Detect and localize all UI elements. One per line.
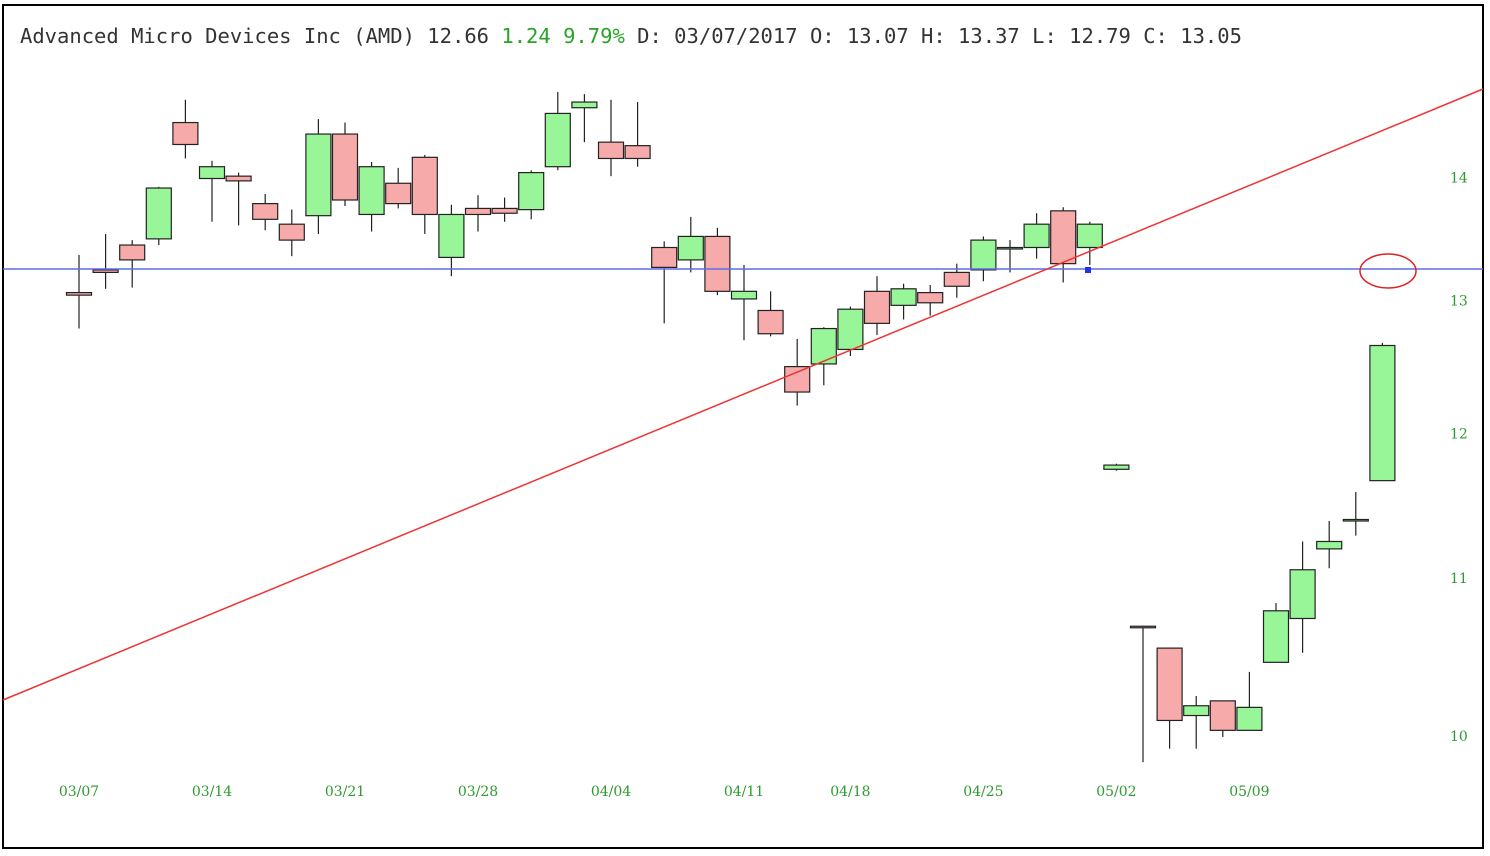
candle-body	[1129, 625, 1157, 629]
candle-body	[252, 202, 279, 220]
x-tick-label: 04/11	[724, 784, 764, 800]
candle-body	[1236, 706, 1263, 731]
x-tick-label: 03/28	[458, 784, 498, 800]
candle-body	[544, 112, 571, 168]
y-tick-label: 12	[1450, 426, 1468, 442]
header: Advanced Micro Devices Inc (AMD) 12.66 1…	[20, 24, 1242, 48]
candle-body	[1209, 700, 1236, 731]
change-pct: 9.79%	[563, 24, 625, 48]
candle-body	[1316, 540, 1343, 550]
x-tick-label: 03/14	[192, 784, 232, 800]
candle-body	[1050, 210, 1077, 265]
close: C: 13.05	[1143, 24, 1242, 48]
candle-body	[1183, 705, 1210, 717]
anchor-point	[1085, 267, 1091, 273]
candle-body	[1369, 344, 1396, 482]
candle-body	[943, 271, 970, 287]
candle-body	[1342, 518, 1369, 522]
candle-body	[1076, 223, 1103, 249]
candle-body	[331, 133, 359, 201]
candle-body	[358, 166, 385, 216]
candle-body	[810, 327, 837, 365]
candle-body	[65, 292, 93, 296]
candle-body	[704, 235, 731, 292]
candle-body	[92, 269, 119, 274]
candle-body	[411, 156, 438, 216]
y-tick-label: 14	[1450, 171, 1468, 187]
x-tick-label: 03/21	[325, 784, 365, 800]
candle-body	[1262, 610, 1290, 663]
candle-body	[1156, 647, 1183, 722]
date: D: 03/07/2017	[637, 24, 798, 48]
candle-body	[837, 308, 864, 351]
candle-body	[677, 235, 704, 261]
candle-body	[491, 207, 518, 214]
candle-body	[651, 246, 678, 268]
candle-body	[996, 246, 1024, 250]
candle-body	[571, 101, 598, 109]
candle-body	[917, 292, 944, 304]
x-tick-label: 05/09	[1229, 784, 1269, 800]
x-tick-label: 03/07	[59, 784, 99, 800]
candle-body	[305, 133, 332, 217]
candle-body	[119, 244, 146, 261]
candle-body	[730, 290, 758, 300]
candle-body	[278, 223, 305, 241]
candle-body	[518, 171, 545, 211]
candle-body	[890, 288, 917, 306]
x-tick-label: 04/18	[830, 784, 870, 800]
x-tick-label: 05/02	[1096, 784, 1136, 800]
y-tick-label: 13	[1450, 294, 1468, 310]
change: 1.24	[501, 24, 551, 48]
y-tick-label: 10	[1450, 729, 1468, 745]
candle-body	[145, 187, 172, 240]
annotation-circle	[1359, 253, 1417, 289]
candle-body	[225, 175, 252, 182]
candle-body	[597, 141, 625, 160]
x-tick-label: 04/25	[963, 784, 1003, 800]
candle-body	[784, 366, 811, 393]
candle-body	[1023, 223, 1050, 249]
candle-body	[464, 207, 492, 216]
last: 12.66	[427, 24, 490, 48]
open: O: 13.07	[809, 24, 909, 48]
candle-body	[438, 213, 465, 259]
candle-body	[863, 290, 891, 324]
name: Advanced Micro Devices Inc (AMD)	[20, 24, 415, 48]
candle-body	[624, 145, 651, 160]
candle-body	[198, 166, 226, 180]
candle-body	[970, 239, 997, 271]
low: L: 12.79	[1032, 24, 1131, 48]
y-tick-label: 11	[1450, 571, 1468, 587]
x-tick-label: 04/04	[591, 784, 631, 800]
high: H: 13.37	[921, 24, 1020, 48]
candle-body	[172, 121, 199, 146]
candle-body	[1103, 464, 1130, 470]
candle-body	[385, 182, 412, 205]
candle-body	[1289, 569, 1316, 620]
candle-body	[757, 309, 784, 335]
trend-line	[2, 88, 1484, 701]
